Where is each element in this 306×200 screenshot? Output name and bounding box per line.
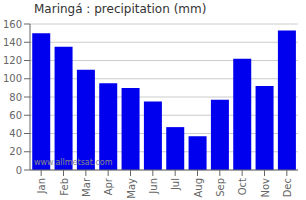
svg-text:140: 140 <box>8 37 22 48</box>
svg-text:Mar: Mar <box>81 177 92 197</box>
html-text:www.allmetsat.com: www.allmetsat.com <box>34 158 113 167</box>
svg-text:Apr: Apr <box>103 177 114 195</box>
svg-text:May: May <box>126 178 137 199</box>
svg-text:80: 80 <box>9 92 22 103</box>
svg-text:0: 0 <box>16 165 22 176</box>
svg-text:60: 60 <box>9 110 22 121</box>
svg-text:Jan: Jan <box>36 178 47 194</box>
html-text:Maringá : precipitation (mm): Maringá : precipitation (mm) <box>34 2 207 16</box>
svg-text:160: 160 <box>8 19 22 30</box>
svg-text:120: 120 <box>8 55 22 66</box>
svg-text:Sep: Sep <box>215 178 226 197</box>
svg-text:Dec: Dec <box>282 178 293 197</box>
svg-text:100: 100 <box>8 73 22 84</box>
svg-text:Aug: Aug <box>193 178 204 198</box>
svg-text:Jul: Jul <box>170 178 181 191</box>
svg-text:Feb: Feb <box>59 178 70 196</box>
svg-text:Jun: Jun <box>148 178 159 195</box>
svg-text:40: 40 <box>9 128 22 139</box>
svg-text:Nov: Nov <box>260 178 271 198</box>
svg-text:20: 20 <box>9 146 22 157</box>
svg-text:Oct: Oct <box>237 178 248 195</box>
